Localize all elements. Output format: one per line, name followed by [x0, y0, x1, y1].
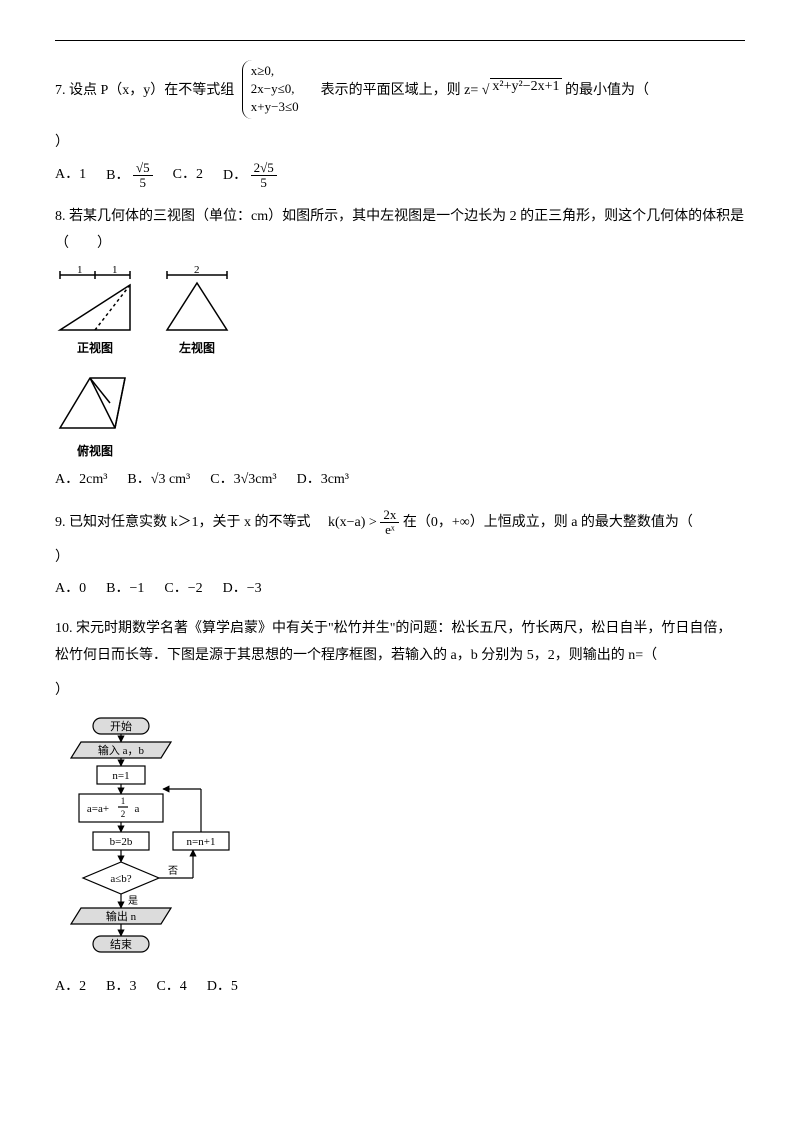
- question-8: 8. 若某几何体的三视图（单位：cm）如图所示，其中左视图是一个边长为 2 的正…: [55, 204, 745, 257]
- flow-inc: n=n+1: [187, 836, 216, 848]
- front-view-svg: 1 1: [55, 265, 135, 335]
- flow-b: b=2b: [110, 836, 133, 848]
- q9-opt-d: D．−3: [223, 576, 262, 603]
- q8-side-view: 2 左视图: [157, 265, 237, 360]
- q10-flowchart: 开始 输入 a，b n=1 a=a+ 1 2 a b=: [55, 714, 745, 966]
- flow-end: 结束: [110, 938, 132, 951]
- q7-system-brace: x≥0, 2x−y≤0, x+y−3≤0: [242, 60, 303, 122]
- flow-output: 输出 n: [106, 909, 137, 923]
- q9-text-post: 在（0，+∞）上恒成立，则 a 的最大整数值为（: [403, 515, 693, 530]
- side-dim: 2: [194, 265, 200, 276]
- q7-sys-line2: 2x−y≤0,: [251, 81, 295, 96]
- q8-opt-a: A．2cm³: [55, 467, 107, 494]
- q8-front-view: 1 1 正视图: [55, 265, 135, 360]
- q7-opt-a: A．1: [55, 162, 86, 189]
- q8-opt-c: C．3√3cm³: [210, 467, 276, 494]
- front-view-label: 正视图: [55, 337, 135, 360]
- q10-text: 宋元时期数学名著《算学启蒙》中有关于"松竹并生"的问题：松长五尺，竹长两尺，松日…: [55, 621, 731, 663]
- question-7: 7. 设点 P（x，y）在不等式组 x≥0, 2x−y≤0, x+y−3≤0 表…: [55, 60, 745, 122]
- svg-text:a: a: [135, 803, 140, 815]
- side-view-svg: 2: [157, 265, 237, 335]
- question-10: 10. 宋元时期数学名著《算学启蒙》中有关于"松竹并生"的问题：松长五尺，竹长两…: [55, 616, 745, 669]
- header-rule: [55, 40, 745, 41]
- q7-sys-line1: x≥0,: [251, 63, 274, 78]
- q8-opt-b: B．√3 cm³: [127, 467, 190, 494]
- q8-options: A．2cm³ B．√3 cm³ C．3√3cm³ D．3cm³: [55, 467, 745, 494]
- q9-options: A．0 B．−1 C．−2 D．−3: [55, 576, 745, 603]
- flow-start: 开始: [110, 719, 132, 733]
- q10-number: 10.: [55, 621, 73, 636]
- q7-sqrt: x²+y²−2x+1: [482, 78, 562, 105]
- svg-text:1: 1: [121, 796, 126, 806]
- q9-opt-a: A．0: [55, 576, 86, 603]
- q7-options: A．1 B． √55 C．2 D． 2√55: [55, 161, 745, 191]
- front-dim-2: 1: [112, 265, 118, 276]
- q10-opt-b: B．3: [106, 974, 136, 1001]
- q9-inequality: k(x−a) > 2xeˣ: [328, 508, 399, 538]
- q7-opt-d: D． 2√55: [223, 161, 277, 191]
- question-9: 9. 已知对任意实数 k＞1，关于 x 的不等式 k(x−a) > 2xeˣ 在…: [55, 508, 745, 538]
- exam-page: 7. 设点 P（x，y）在不等式组 x≥0, 2x−y≤0, x+y−3≤0 表…: [0, 0, 800, 1132]
- flow-n1: n=1: [112, 770, 129, 782]
- q10-close-paren: ）: [55, 678, 745, 705]
- q9-opt-b: B．−1: [106, 576, 144, 603]
- flow-input: 输入 a，b: [98, 743, 145, 757]
- top-view-label: 俯视图: [55, 440, 135, 463]
- front-dim-1: 1: [77, 265, 83, 276]
- q8-three-views: 1 1 正视图 2 左视图: [55, 265, 745, 360]
- q7-text-pre: 设点 P（x，y）在不等式组: [69, 83, 234, 98]
- side-view-label: 左视图: [157, 337, 237, 360]
- q7-text-post: 表示的平面区域上，则 z=: [321, 83, 479, 98]
- q10-opt-c: C．4: [156, 974, 186, 1001]
- svg-text:2: 2: [121, 809, 126, 819]
- q7-opt-b: B． √55: [106, 161, 152, 191]
- q7-number: 7.: [55, 83, 66, 98]
- svg-text:a=a+: a=a+: [87, 803, 109, 815]
- flow-yes: 是: [128, 895, 138, 907]
- flow-no: 否: [168, 865, 178, 877]
- q7-close-paren: ）: [55, 130, 745, 157]
- q9-close-paren: ）: [55, 545, 745, 572]
- q9-number: 9.: [55, 515, 66, 530]
- top-view-svg: [55, 368, 135, 438]
- q8-text: 若某几何体的三视图（单位：cm）如图所示，其中左视图是一个边长为 2 的正三角形…: [55, 209, 744, 251]
- q9-text-pre: 已知对任意实数 k＞1，关于 x 的不等式: [69, 515, 311, 530]
- q10-opt-a: A．2: [55, 974, 86, 1001]
- q7-opt-c: C．2: [173, 162, 203, 189]
- q8-top-view: 俯视图: [55, 368, 135, 463]
- q10-options: A．2 B．3 C．4 D．5: [55, 974, 745, 1001]
- flow-cond: a≤b?: [110, 873, 131, 885]
- q9-opt-c: C．−2: [164, 576, 202, 603]
- q8-top-view-row: 俯视图: [55, 368, 745, 463]
- q8-number: 8.: [55, 209, 66, 224]
- q7-text-tail: 的最小值为（: [565, 83, 649, 98]
- q7-sys-line3: x+y−3≤0: [251, 99, 299, 114]
- q8-opt-d: D．3cm³: [297, 467, 349, 494]
- q10-opt-d: D．5: [207, 974, 238, 1001]
- flowchart-svg: 开始 输入 a，b n=1 a=a+ 1 2 a b=: [55, 714, 275, 966]
